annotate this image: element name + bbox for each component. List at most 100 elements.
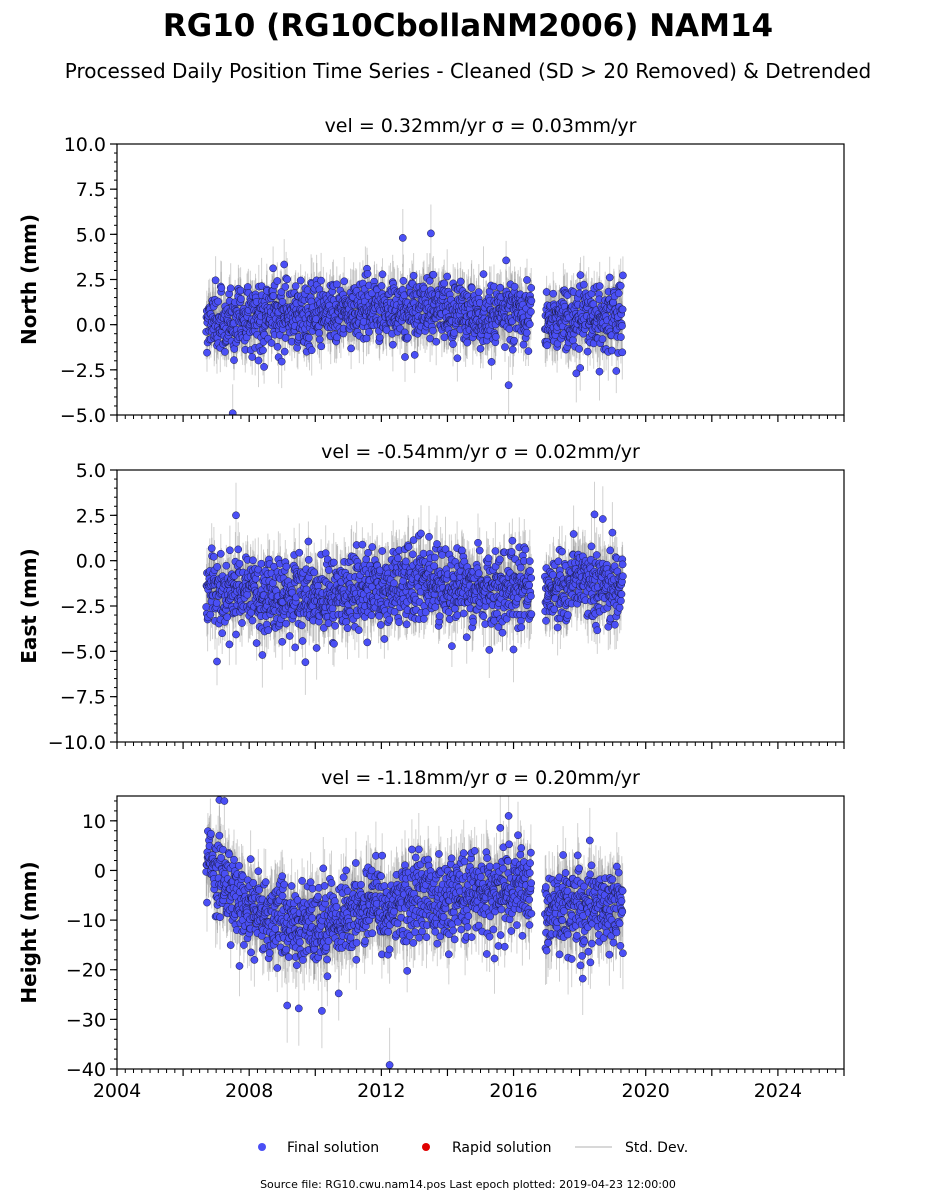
- final-solution-point: [273, 342, 282, 351]
- final-solution-point: [543, 341, 551, 350]
- final-solution-point: [583, 347, 592, 356]
- final-solution-point: [297, 621, 306, 630]
- final-solution-point: [525, 320, 534, 329]
- final-solution-point: [211, 276, 220, 285]
- final-solution-point: [243, 590, 252, 599]
- final-solution-point: [427, 229, 435, 238]
- final-solution-point: [254, 356, 263, 365]
- final-solution-point: [510, 282, 519, 291]
- final-solution-point: [579, 280, 588, 289]
- final-solution-point: [363, 269, 372, 278]
- final-solution-point: [409, 271, 418, 280]
- final-solution-point: [304, 537, 313, 546]
- final-solution-point: [617, 333, 625, 341]
- final-solution-point: [214, 297, 222, 306]
- final-solution-point: [291, 643, 300, 652]
- final-solution-point: [213, 657, 221, 666]
- final-solution-point: [238, 619, 246, 627]
- final-solution-point: [291, 282, 300, 291]
- final-solution-point: [403, 333, 412, 342]
- final-solution-point: [277, 288, 286, 296]
- final-solution-point: [218, 629, 227, 638]
- final-solution-point: [616, 281, 625, 290]
- plot-frame: [116, 143, 845, 416]
- final-solution-point: [202, 603, 211, 611]
- final-solution-point: [312, 644, 321, 652]
- final-solution-point: [282, 562, 291, 571]
- final-solution-point: [221, 348, 229, 356]
- final-solution-point: [576, 271, 585, 279]
- final-solution-point: [222, 561, 231, 570]
- final-solution-point: [527, 284, 536, 292]
- final-solution-point: [450, 328, 458, 337]
- final-solution-point: [234, 545, 243, 554]
- final-solution-point: [618, 348, 627, 357]
- final-solution-point: [453, 354, 462, 363]
- final-solution-point: [476, 344, 485, 353]
- chart-title: RG10 (RG10CbollaNM2006) NAM14: [163, 8, 773, 44]
- final-solution-point: [575, 345, 583, 353]
- final-solution-point: [295, 548, 304, 557]
- final-solution-point: [212, 599, 221, 607]
- final-solution-point: [426, 334, 434, 343]
- final-solution-point: [572, 369, 581, 378]
- final-solution-point: [237, 295, 245, 303]
- final-solution-point: [213, 563, 222, 571]
- final-solution-point: [479, 270, 488, 278]
- final-solution-point: [398, 234, 407, 242]
- final-solution-point: [230, 356, 238, 364]
- final-solution-point: [260, 363, 268, 371]
- final-solution-point: [378, 270, 387, 279]
- final-solution-point: [340, 277, 349, 286]
- final-solution-point: [410, 351, 419, 359]
- data-points: [202, 229, 627, 415]
- final-solution-point: [236, 286, 245, 295]
- final-solution-point: [278, 637, 287, 646]
- final-solution-point: [319, 624, 328, 632]
- final-solution-point: [523, 276, 531, 284]
- chart-subtitle: Processed Daily Position Time Series - C…: [65, 59, 871, 83]
- final-solution-point: [285, 632, 294, 640]
- final-solution-point: [269, 264, 277, 273]
- y-tick-label: 5.0: [76, 224, 106, 246]
- final-solution-point: [315, 335, 324, 344]
- final-solution-point: [248, 353, 257, 361]
- final-solution-point: [401, 353, 409, 361]
- final-solution-point: [273, 277, 282, 285]
- final-solution-point: [282, 619, 290, 628]
- final-solution-point: [259, 346, 267, 355]
- panel-title: vel = -0.54mm/yr σ = 0.02mm/yr: [321, 441, 640, 463]
- final-solution-point: [618, 305, 627, 314]
- final-solution-point: [298, 637, 307, 645]
- final-solution-point: [463, 338, 472, 347]
- final-solution-point: [226, 546, 234, 555]
- final-solution-point: [207, 544, 216, 553]
- final-solution-point: [248, 616, 257, 625]
- final-solution-point: [377, 282, 386, 290]
- final-solution-point: [508, 345, 517, 354]
- y-axis-label: East (mm): [17, 548, 41, 664]
- final-solution-point: [232, 630, 240, 639]
- final-solution-point: [399, 276, 408, 285]
- plot-area: [202, 204, 627, 415]
- final-solution-point: [527, 297, 536, 305]
- final-solution-point: [223, 613, 232, 621]
- final-solution-point: [235, 559, 244, 568]
- final-solution-point: [549, 289, 558, 298]
- final-solution-point: [296, 276, 305, 285]
- final-solution-point: [269, 292, 278, 300]
- final-solution-point: [467, 284, 476, 292]
- final-solution-point: [443, 272, 452, 281]
- final-solution-point: [474, 288, 483, 296]
- final-solution-point: [362, 334, 371, 343]
- final-solution-point: [317, 342, 326, 351]
- final-solution-point: [230, 345, 239, 353]
- final-solution-point: [264, 626, 273, 635]
- final-solution-point: [203, 348, 211, 357]
- y-axis: −5.0 −2.5 0.0 2.5 5.0 7.5 10.0: [60, 134, 117, 427]
- final-solution-point: [576, 364, 585, 372]
- final-solution-point: [389, 340, 397, 349]
